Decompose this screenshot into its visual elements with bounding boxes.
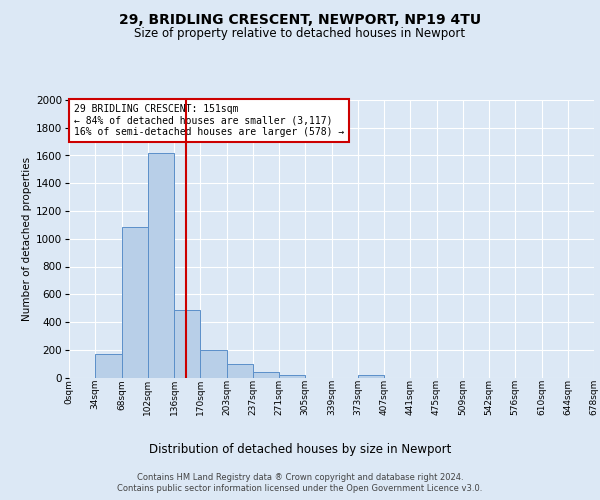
Bar [200, 350, 227, 378]
Bar [227, 364, 253, 378]
Y-axis label: Number of detached properties: Number of detached properties [22, 156, 32, 321]
Text: 29, BRIDLING CRESCENT, NEWPORT, NP19 4TU: 29, BRIDLING CRESCENT, NEWPORT, NP19 4TU [119, 12, 481, 26]
Bar [358, 375, 384, 378]
Text: Contains HM Land Registry data ® Crown copyright and database right 2024.: Contains HM Land Registry data ® Crown c… [137, 472, 463, 482]
Bar [95, 354, 121, 378]
Text: Contains public sector information licensed under the Open Government Licence v3: Contains public sector information licen… [118, 484, 482, 493]
Text: 29 BRIDLING CRESCENT: 151sqm
← 84% of detached houses are smaller (3,117)
16% of: 29 BRIDLING CRESCENT: 151sqm ← 84% of de… [74, 104, 344, 138]
Bar [253, 372, 279, 378]
Bar [148, 152, 174, 378]
Text: Distribution of detached houses by size in Newport: Distribution of detached houses by size … [149, 442, 451, 456]
Text: Size of property relative to detached houses in Newport: Size of property relative to detached ho… [134, 28, 466, 40]
Bar [121, 227, 148, 378]
Bar [174, 310, 200, 378]
Bar [279, 374, 305, 378]
